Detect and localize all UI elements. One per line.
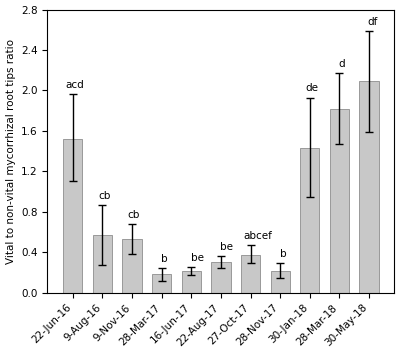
Text: d: d <box>338 59 344 69</box>
Bar <box>182 272 201 293</box>
Bar <box>93 235 112 293</box>
Text: cb: cb <box>128 210 140 220</box>
Text: df: df <box>368 17 378 27</box>
Text: cb: cb <box>98 191 110 201</box>
Bar <box>360 81 379 293</box>
Bar <box>270 272 290 293</box>
Bar <box>300 148 320 293</box>
Text: de: de <box>305 84 318 93</box>
Text: b: b <box>161 255 168 264</box>
Bar <box>241 255 260 293</box>
Bar <box>211 262 230 293</box>
Text: be: be <box>191 253 204 263</box>
Text: acd: acd <box>66 80 84 90</box>
Bar <box>63 139 82 293</box>
Text: abcef: abcef <box>243 231 272 241</box>
Bar <box>122 239 142 293</box>
Bar <box>152 274 171 293</box>
Text: be: be <box>220 242 233 252</box>
Y-axis label: Vital to non-vital mycorrhizal root tips ratio: Vital to non-vital mycorrhizal root tips… <box>6 39 16 264</box>
Bar <box>330 109 349 293</box>
Text: b: b <box>280 249 286 259</box>
